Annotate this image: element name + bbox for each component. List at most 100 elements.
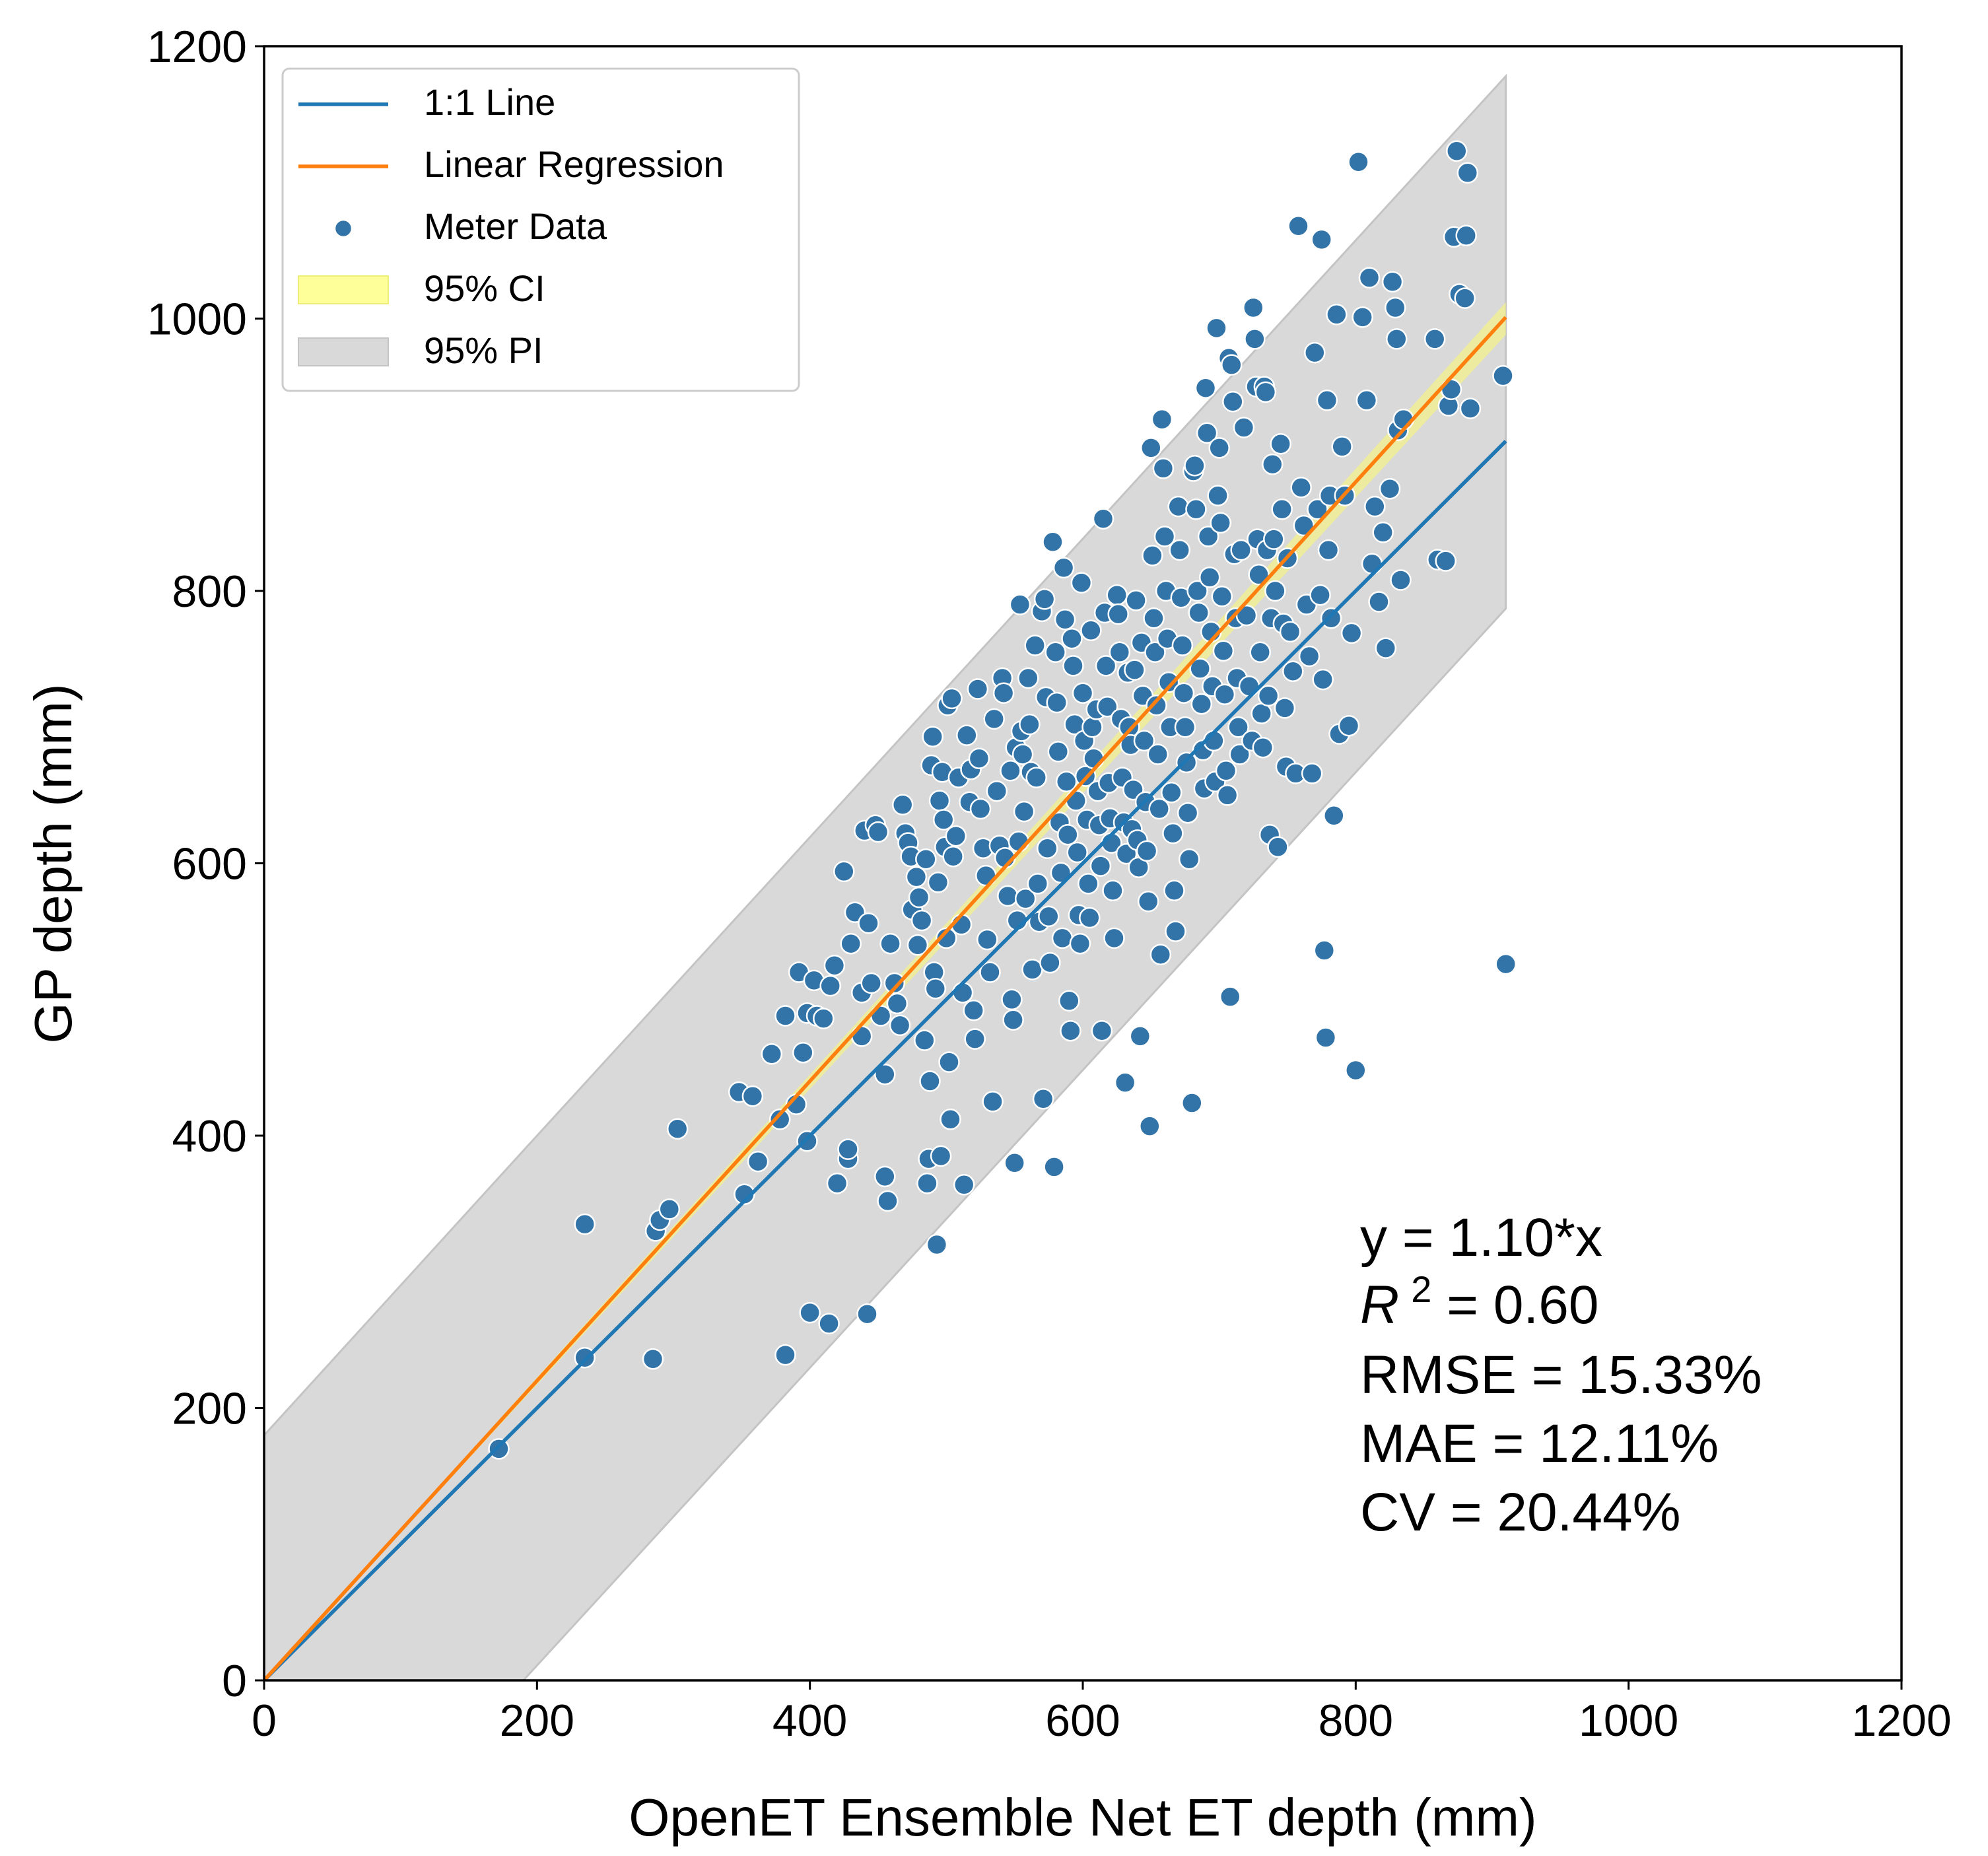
data-point bbox=[1214, 683, 1236, 705]
data-point bbox=[1153, 526, 1176, 547]
r-squared-value: = 0.60 bbox=[1431, 1275, 1598, 1335]
data-point bbox=[796, 1130, 818, 1152]
data-point bbox=[1244, 328, 1266, 350]
data-point bbox=[1188, 601, 1210, 624]
data-point bbox=[1001, 988, 1023, 1011]
data-point bbox=[666, 1118, 689, 1140]
data-point bbox=[1039, 951, 1061, 974]
data-point bbox=[1042, 531, 1064, 553]
data-point bbox=[1313, 940, 1336, 961]
data-point bbox=[860, 972, 882, 994]
data-point bbox=[1372, 522, 1394, 543]
data-point bbox=[915, 848, 937, 870]
data-point bbox=[1037, 837, 1058, 860]
data-point bbox=[1045, 641, 1066, 664]
data-point bbox=[1143, 607, 1165, 629]
legend: 1:1 Line Linear Regression Meter Data 95… bbox=[281, 67, 800, 392]
data-point bbox=[1107, 603, 1129, 625]
data-point bbox=[1109, 641, 1131, 664]
data-point bbox=[1197, 526, 1219, 547]
data-point bbox=[968, 747, 990, 769]
data-point bbox=[734, 1183, 755, 1205]
data-point bbox=[977, 928, 998, 951]
legend-label-1to1: 1:1 Line bbox=[424, 81, 555, 123]
x-tick-label: 200 bbox=[500, 1696, 574, 1746]
data-point bbox=[1017, 667, 1039, 689]
data-point bbox=[1221, 354, 1243, 376]
data-point bbox=[1024, 635, 1046, 656]
data-point bbox=[1233, 417, 1255, 438]
data-point bbox=[886, 992, 908, 1015]
data-point bbox=[1211, 586, 1233, 607]
data-point bbox=[1043, 1156, 1065, 1178]
data-point bbox=[1142, 545, 1163, 567]
data-point bbox=[1385, 296, 1406, 319]
data-point bbox=[930, 1145, 952, 1167]
data-point bbox=[1298, 645, 1320, 668]
data-point bbox=[1235, 604, 1258, 627]
data-point bbox=[1435, 550, 1457, 572]
data-point bbox=[916, 1172, 938, 1194]
data-point bbox=[1055, 771, 1078, 793]
data-point bbox=[1008, 831, 1030, 852]
data-point bbox=[1152, 458, 1175, 479]
data-point bbox=[1070, 572, 1093, 594]
data-point bbox=[942, 845, 964, 868]
data-point bbox=[1206, 317, 1227, 339]
data-point bbox=[1189, 658, 1211, 679]
data-point bbox=[1032, 1088, 1054, 1110]
data-point bbox=[1060, 1019, 1081, 1042]
data-point bbox=[1079, 907, 1101, 929]
data-point bbox=[1173, 682, 1195, 704]
data-point bbox=[1046, 691, 1068, 714]
data-point bbox=[1004, 1152, 1025, 1174]
data-point bbox=[1361, 553, 1383, 575]
data-point bbox=[1062, 655, 1084, 677]
data-point bbox=[1210, 512, 1231, 534]
data-point bbox=[1262, 453, 1284, 475]
data-point bbox=[1454, 287, 1476, 309]
data-point bbox=[1149, 944, 1172, 965]
data-point bbox=[1455, 224, 1477, 246]
data-point bbox=[907, 934, 929, 956]
data-point bbox=[1106, 584, 1128, 606]
y-tick-label: 600 bbox=[172, 839, 247, 889]
r-squared-superscript: 2 bbox=[1411, 1268, 1431, 1310]
data-point bbox=[964, 1028, 986, 1050]
data-point bbox=[1249, 641, 1271, 664]
data-point bbox=[1021, 959, 1043, 980]
data-point bbox=[1379, 478, 1401, 500]
x-tick-label: 0 bbox=[252, 1696, 277, 1746]
data-point bbox=[1002, 1009, 1024, 1031]
data-point bbox=[1304, 341, 1326, 364]
data-point bbox=[658, 1198, 681, 1220]
data-point bbox=[1169, 539, 1190, 561]
rmse-text: RMSE = 15.33% bbox=[1360, 1345, 1762, 1405]
data-point bbox=[1323, 805, 1345, 827]
data-point bbox=[1492, 364, 1514, 387]
data-point bbox=[1089, 855, 1112, 877]
data-point bbox=[1184, 455, 1206, 477]
data-point bbox=[997, 885, 1019, 907]
data-point bbox=[1009, 594, 1031, 615]
data-point bbox=[1151, 408, 1173, 430]
data-point bbox=[1331, 436, 1353, 458]
data-point bbox=[1072, 682, 1094, 704]
data-point bbox=[774, 1344, 796, 1366]
equation-text: y = 1.10*x bbox=[1360, 1208, 1602, 1268]
data-point bbox=[1025, 767, 1047, 788]
data-point bbox=[1102, 879, 1124, 902]
x-tick-label: 1000 bbox=[1579, 1696, 1678, 1746]
data-point bbox=[956, 724, 978, 746]
data-point bbox=[941, 687, 963, 710]
y-tick-label: 400 bbox=[172, 1111, 247, 1161]
x-axis-label: OpenET Ensemble Net ET depth (mm) bbox=[629, 1788, 1536, 1847]
data-point bbox=[922, 726, 943, 747]
one-to-one-line bbox=[264, 440, 1507, 1680]
legend-label-regression: Linear Regression bbox=[424, 143, 724, 185]
data-point bbox=[1058, 990, 1080, 1012]
data-point bbox=[1081, 716, 1103, 738]
data-point bbox=[1390, 569, 1412, 591]
data-point bbox=[1252, 736, 1274, 759]
